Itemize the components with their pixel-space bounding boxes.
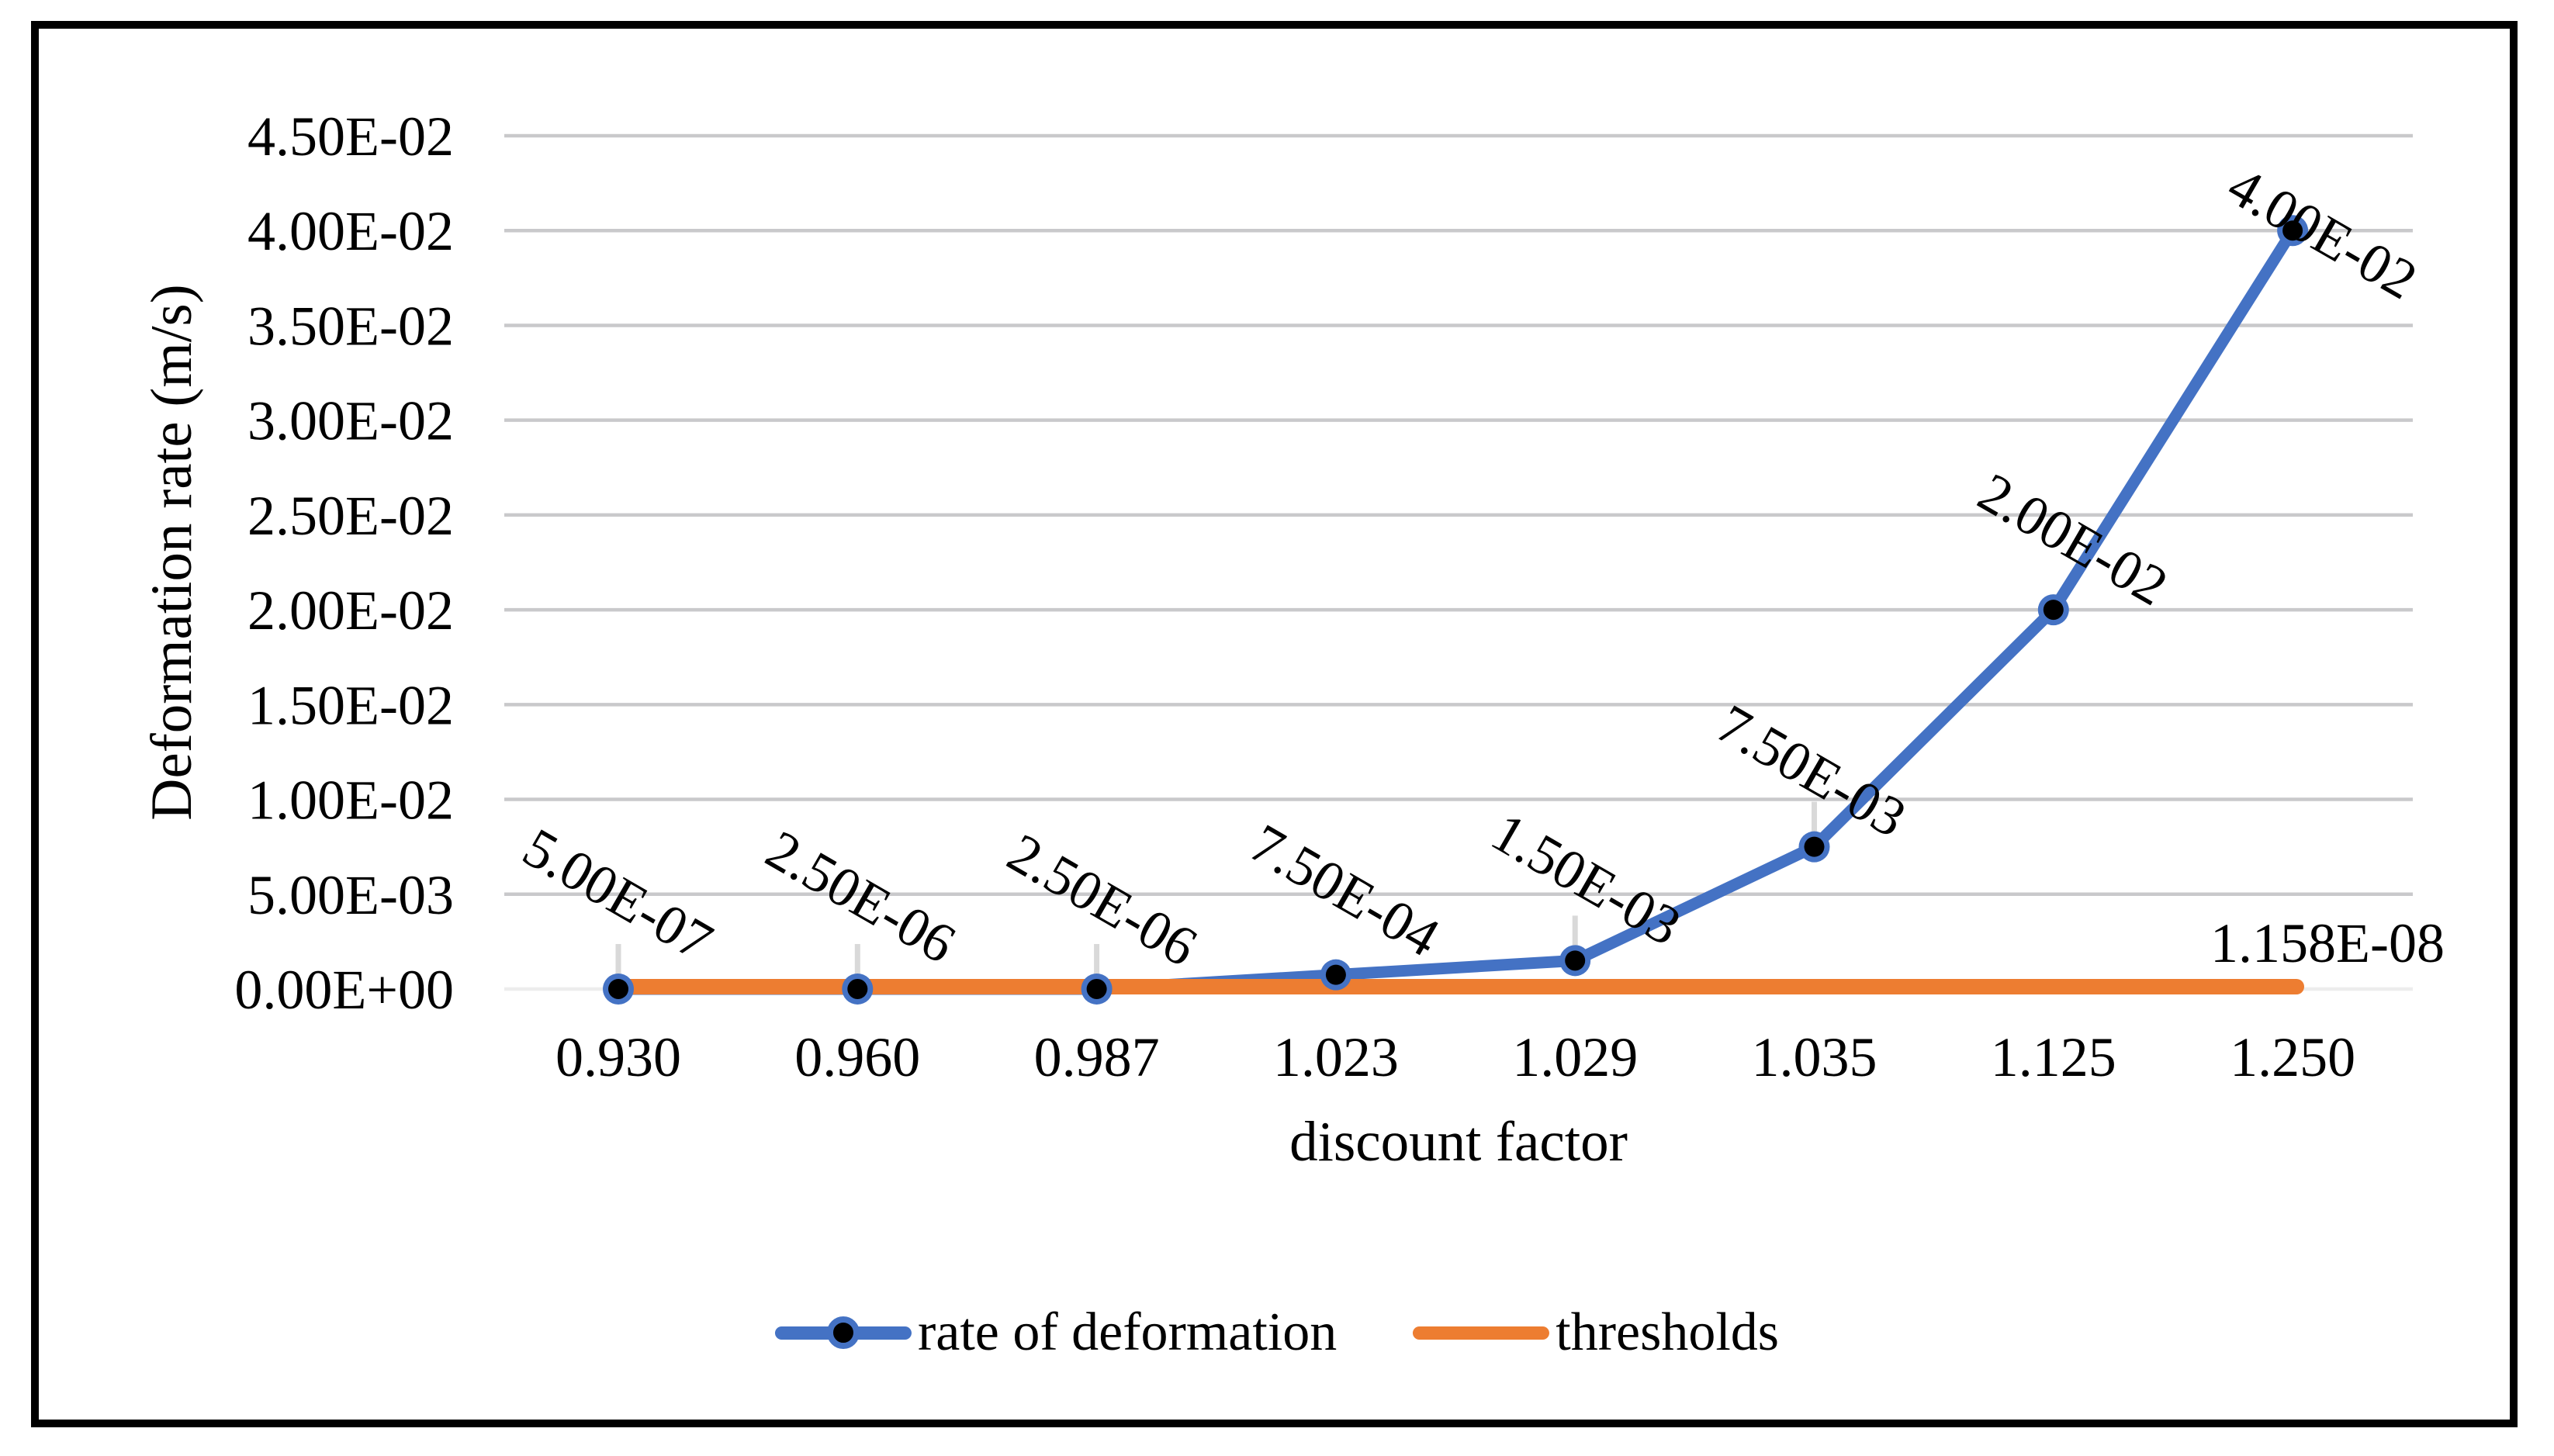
- y-axis-tick-label: 4.50E-02: [247, 105, 454, 168]
- y-axis-tick-label: 4.00E-02: [247, 200, 454, 262]
- y-axis-tick-label: 3.00E-02: [247, 390, 454, 452]
- legend-series-marker-icon: [826, 1316, 860, 1349]
- data-label-rate-of-deformation: 2.00E-02: [1968, 461, 2178, 617]
- x-axis-tick-label: 1.035: [1752, 1026, 1877, 1088]
- legend-line-swatch-blue: [774, 1316, 912, 1349]
- data-label-rate-of-deformation: 2.50E-06: [998, 821, 1207, 978]
- data-label-rate-of-deformation: 4.00E-02: [2217, 154, 2427, 311]
- x-axis-title: discount factor: [1289, 1110, 1628, 1173]
- data-point-marker: [847, 978, 868, 999]
- x-axis-tick-label: 1.250: [2230, 1026, 2355, 1088]
- legend-item-rate-of-deformation: rate of deformation: [774, 1302, 1338, 1364]
- data-point-marker: [2282, 220, 2303, 241]
- y-axis-tick-label: 3.50E-02: [247, 295, 454, 357]
- y-axis-tick-label: 0.00E+00: [234, 959, 454, 1021]
- data-point-marker: [2043, 600, 2064, 621]
- data-point-marker: [1086, 978, 1107, 999]
- legend-line-swatch-orange: [1413, 1326, 1550, 1340]
- data-point-marker: [1804, 836, 1825, 857]
- data-label-rate-of-deformation: 7.50E-04: [1240, 812, 1449, 969]
- data-point-marker: [1325, 964, 1346, 985]
- x-axis-tick-label: 0.960: [794, 1026, 920, 1088]
- figure-border-frame: [31, 21, 2518, 1427]
- legend: rate of deformation thresholds: [774, 1302, 1779, 1364]
- legend-label-thresholds: thresholds: [1556, 1302, 1780, 1362]
- y-axis-tick-label: 5.00E-03: [247, 864, 454, 926]
- data-point-marker: [608, 978, 628, 999]
- x-axis-tick-label: 1.023: [1273, 1026, 1399, 1088]
- y-axis-tick-label: 2.00E-02: [247, 579, 454, 642]
- x-axis-tick-label: 1.029: [1512, 1026, 1638, 1088]
- data-point-marker: [1565, 950, 1586, 971]
- data-label-rate-of-deformation: 2.50E-06: [756, 818, 966, 975]
- y-axis-tick-label: 2.50E-02: [247, 485, 454, 547]
- legend-label-rate-of-deformation: rate of deformation: [917, 1302, 1338, 1362]
- legend-item-thresholds: thresholds: [1413, 1302, 1779, 1364]
- y-axis-title: Deformation rate (m/s): [140, 284, 204, 821]
- x-axis-tick-label: 0.930: [555, 1026, 681, 1088]
- data-label-thresholds: 1.158E-08: [2210, 912, 2445, 974]
- x-axis-tick-label: 1.125: [1991, 1026, 2116, 1088]
- y-axis-tick-label: 1.00E-02: [247, 770, 454, 832]
- x-axis-tick-label: 0.987: [1034, 1026, 1160, 1088]
- y-axis-tick-label: 1.50E-02: [247, 674, 454, 736]
- data-label-rate-of-deformation: 1.50E-03: [1481, 801, 1691, 957]
